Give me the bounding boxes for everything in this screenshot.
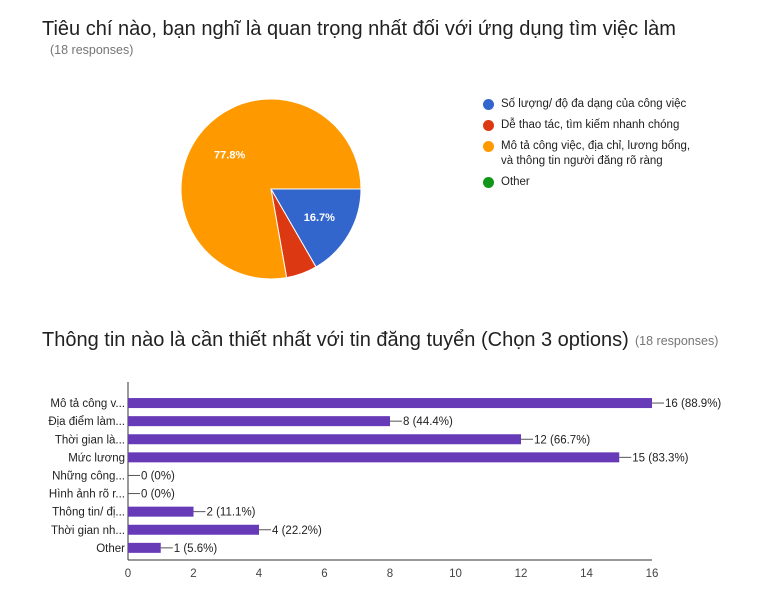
value-label: 0 (0%) (141, 470, 175, 482)
value-label: 12 (66.7%) (534, 434, 590, 446)
category-label: Thông tin/ đị... (52, 507, 125, 519)
x-tick-label: 14 (580, 568, 593, 580)
bar (128, 452, 620, 463)
value-label: 16 (88.9%) (665, 398, 721, 410)
legend-swatch (483, 177, 494, 188)
x-tick-label: 10 (449, 568, 462, 580)
category-label: Địa điểm làm... (48, 416, 125, 428)
legend-label: Other (501, 176, 530, 188)
legend-swatch (483, 141, 494, 152)
value-label: 1 (5.6%) (174, 543, 218, 555)
pie-legend: Số lượng/ độ đa dạng của công việc Dễ tha… (483, 97, 753, 196)
value-label: 4 (22.2%) (272, 525, 322, 537)
bar-response-count: (18 responses) (635, 334, 719, 348)
category-label: Những công... (52, 470, 125, 482)
legend-label: Số lượng/ độ đa dạng của công việc (501, 98, 687, 110)
legend-swatch (483, 99, 494, 110)
x-tick-label: 2 (190, 568, 196, 580)
legend-item: Mô tả công việc, địa chỉ, lương bổng, và… (483, 139, 753, 169)
value-label: 2 (11.1%) (207, 507, 256, 519)
value-label: 8 (44.4%) (403, 416, 453, 428)
legend-label: Dễ thao tác, tìm kiếm nhanh chóng (501, 119, 680, 131)
legend-label: Mô tả công việc, địa chỉ, lương bổng, và… (501, 140, 691, 167)
category-label: Other (96, 543, 125, 555)
pie-response-count: (18 responses) (50, 43, 134, 57)
legend-swatch (483, 120, 494, 131)
legend-item: Other (483, 175, 753, 190)
legend-item: Dễ thao tác, tìm kiếm nhanh chóng (483, 118, 753, 133)
x-tick-label: 0 (125, 568, 131, 580)
bar (128, 416, 390, 427)
value-label: 15 (83.3%) (632, 452, 688, 464)
x-tick-label: 4 (256, 568, 263, 580)
category-label: Mô tả công v... (50, 398, 125, 410)
category-label: Hình ảnh rõ r... (49, 489, 125, 501)
x-tick-label: 16 (646, 568, 659, 580)
pie-chart-title: Tiêu chí nào, bạn nghĩ là quan trọng nhấ… (42, 18, 676, 40)
value-label: 0 (0%) (141, 489, 175, 501)
legend-item: Số lượng/ độ đa dạng của công việc (483, 97, 753, 112)
category-label: Thời gian nh... (51, 525, 125, 537)
bar (128, 434, 521, 445)
bar (128, 542, 161, 553)
x-tick-label: 12 (515, 568, 528, 580)
bar-chart-title: Thông tin nào là cần thiết nhất với tin … (42, 329, 629, 351)
bar (128, 398, 652, 409)
x-tick-label: 6 (321, 568, 327, 580)
category-label: Thời gian là... (55, 434, 125, 446)
bar (128, 506, 194, 517)
bar (128, 524, 259, 535)
category-label: Mức lương (68, 452, 125, 464)
x-tick-label: 8 (387, 568, 393, 580)
